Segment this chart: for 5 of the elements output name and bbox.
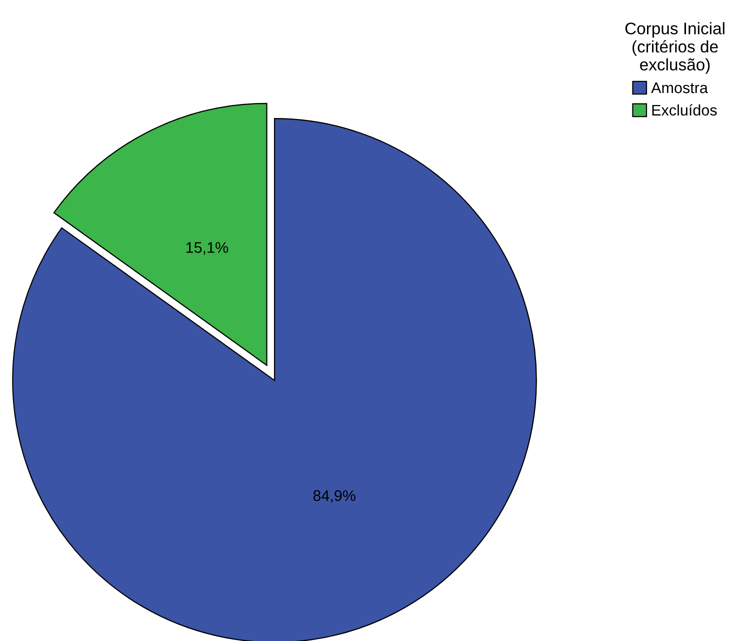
- legend-title: Corpus Inicial (critérios de exclusão): [625, 22, 724, 74]
- legend-label: Excluídos: [652, 104, 717, 116]
- data-label: 15,1%: [186, 242, 228, 255]
- legend-label: Amostra: [651, 82, 708, 94]
- data-label: 84,9%: [313, 490, 356, 503]
